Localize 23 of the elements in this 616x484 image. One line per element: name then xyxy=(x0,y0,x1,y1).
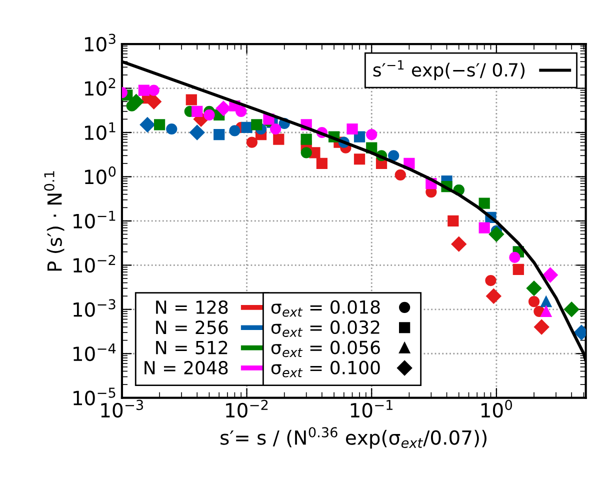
y-tick-label: 10$^{2}$ xyxy=(85,78,116,96)
y-tick-label: 10$^{0}$ xyxy=(85,166,116,184)
y-tick-label: 10$^{−2}$ xyxy=(74,254,116,273)
y-tick-label: 10$^{−4}$ xyxy=(74,344,116,362)
legend-label: N = 256 xyxy=(156,320,228,334)
legend-label: σ$_{ext}$ = 0.100 xyxy=(271,360,380,378)
legend-label: N = 512 xyxy=(156,340,228,354)
y-tick-label: 10$^{−1}$ xyxy=(74,210,116,228)
x-tick-label: 10$^{−1}$ xyxy=(350,400,393,418)
y-tick-label: 10$^{1}$ xyxy=(85,122,116,140)
legend-label: σ$_{ext}$ = 0.018 xyxy=(271,300,380,317)
x-axis-title: s′= s / (N$^{0.36}$ exp(σ$_{ext}$/0.07)) xyxy=(220,427,486,449)
x-tick-label: 10$^{0}$ xyxy=(481,400,512,418)
x-tick-label: 10$^{−3}$ xyxy=(101,400,144,418)
legend-label: N = 2048 xyxy=(144,360,228,375)
legend-label: σ$_{ext}$ = 0.056 xyxy=(271,340,380,358)
legend-label: s′$^{−1}$ exp(−s′/ 0.7) xyxy=(373,60,525,80)
y-axis-title: P (s′) · N$^{0.1}$ xyxy=(44,171,64,271)
legend-label: σ$_{ext}$ = 0.032 xyxy=(271,320,380,337)
y-tick-label: 10$^{3}$ xyxy=(85,34,116,52)
legend-label: N = 128 xyxy=(156,300,228,314)
y-tick-label: 10$^{−3}$ xyxy=(74,299,116,317)
x-tick-label: 10$^{−2}$ xyxy=(226,400,268,418)
